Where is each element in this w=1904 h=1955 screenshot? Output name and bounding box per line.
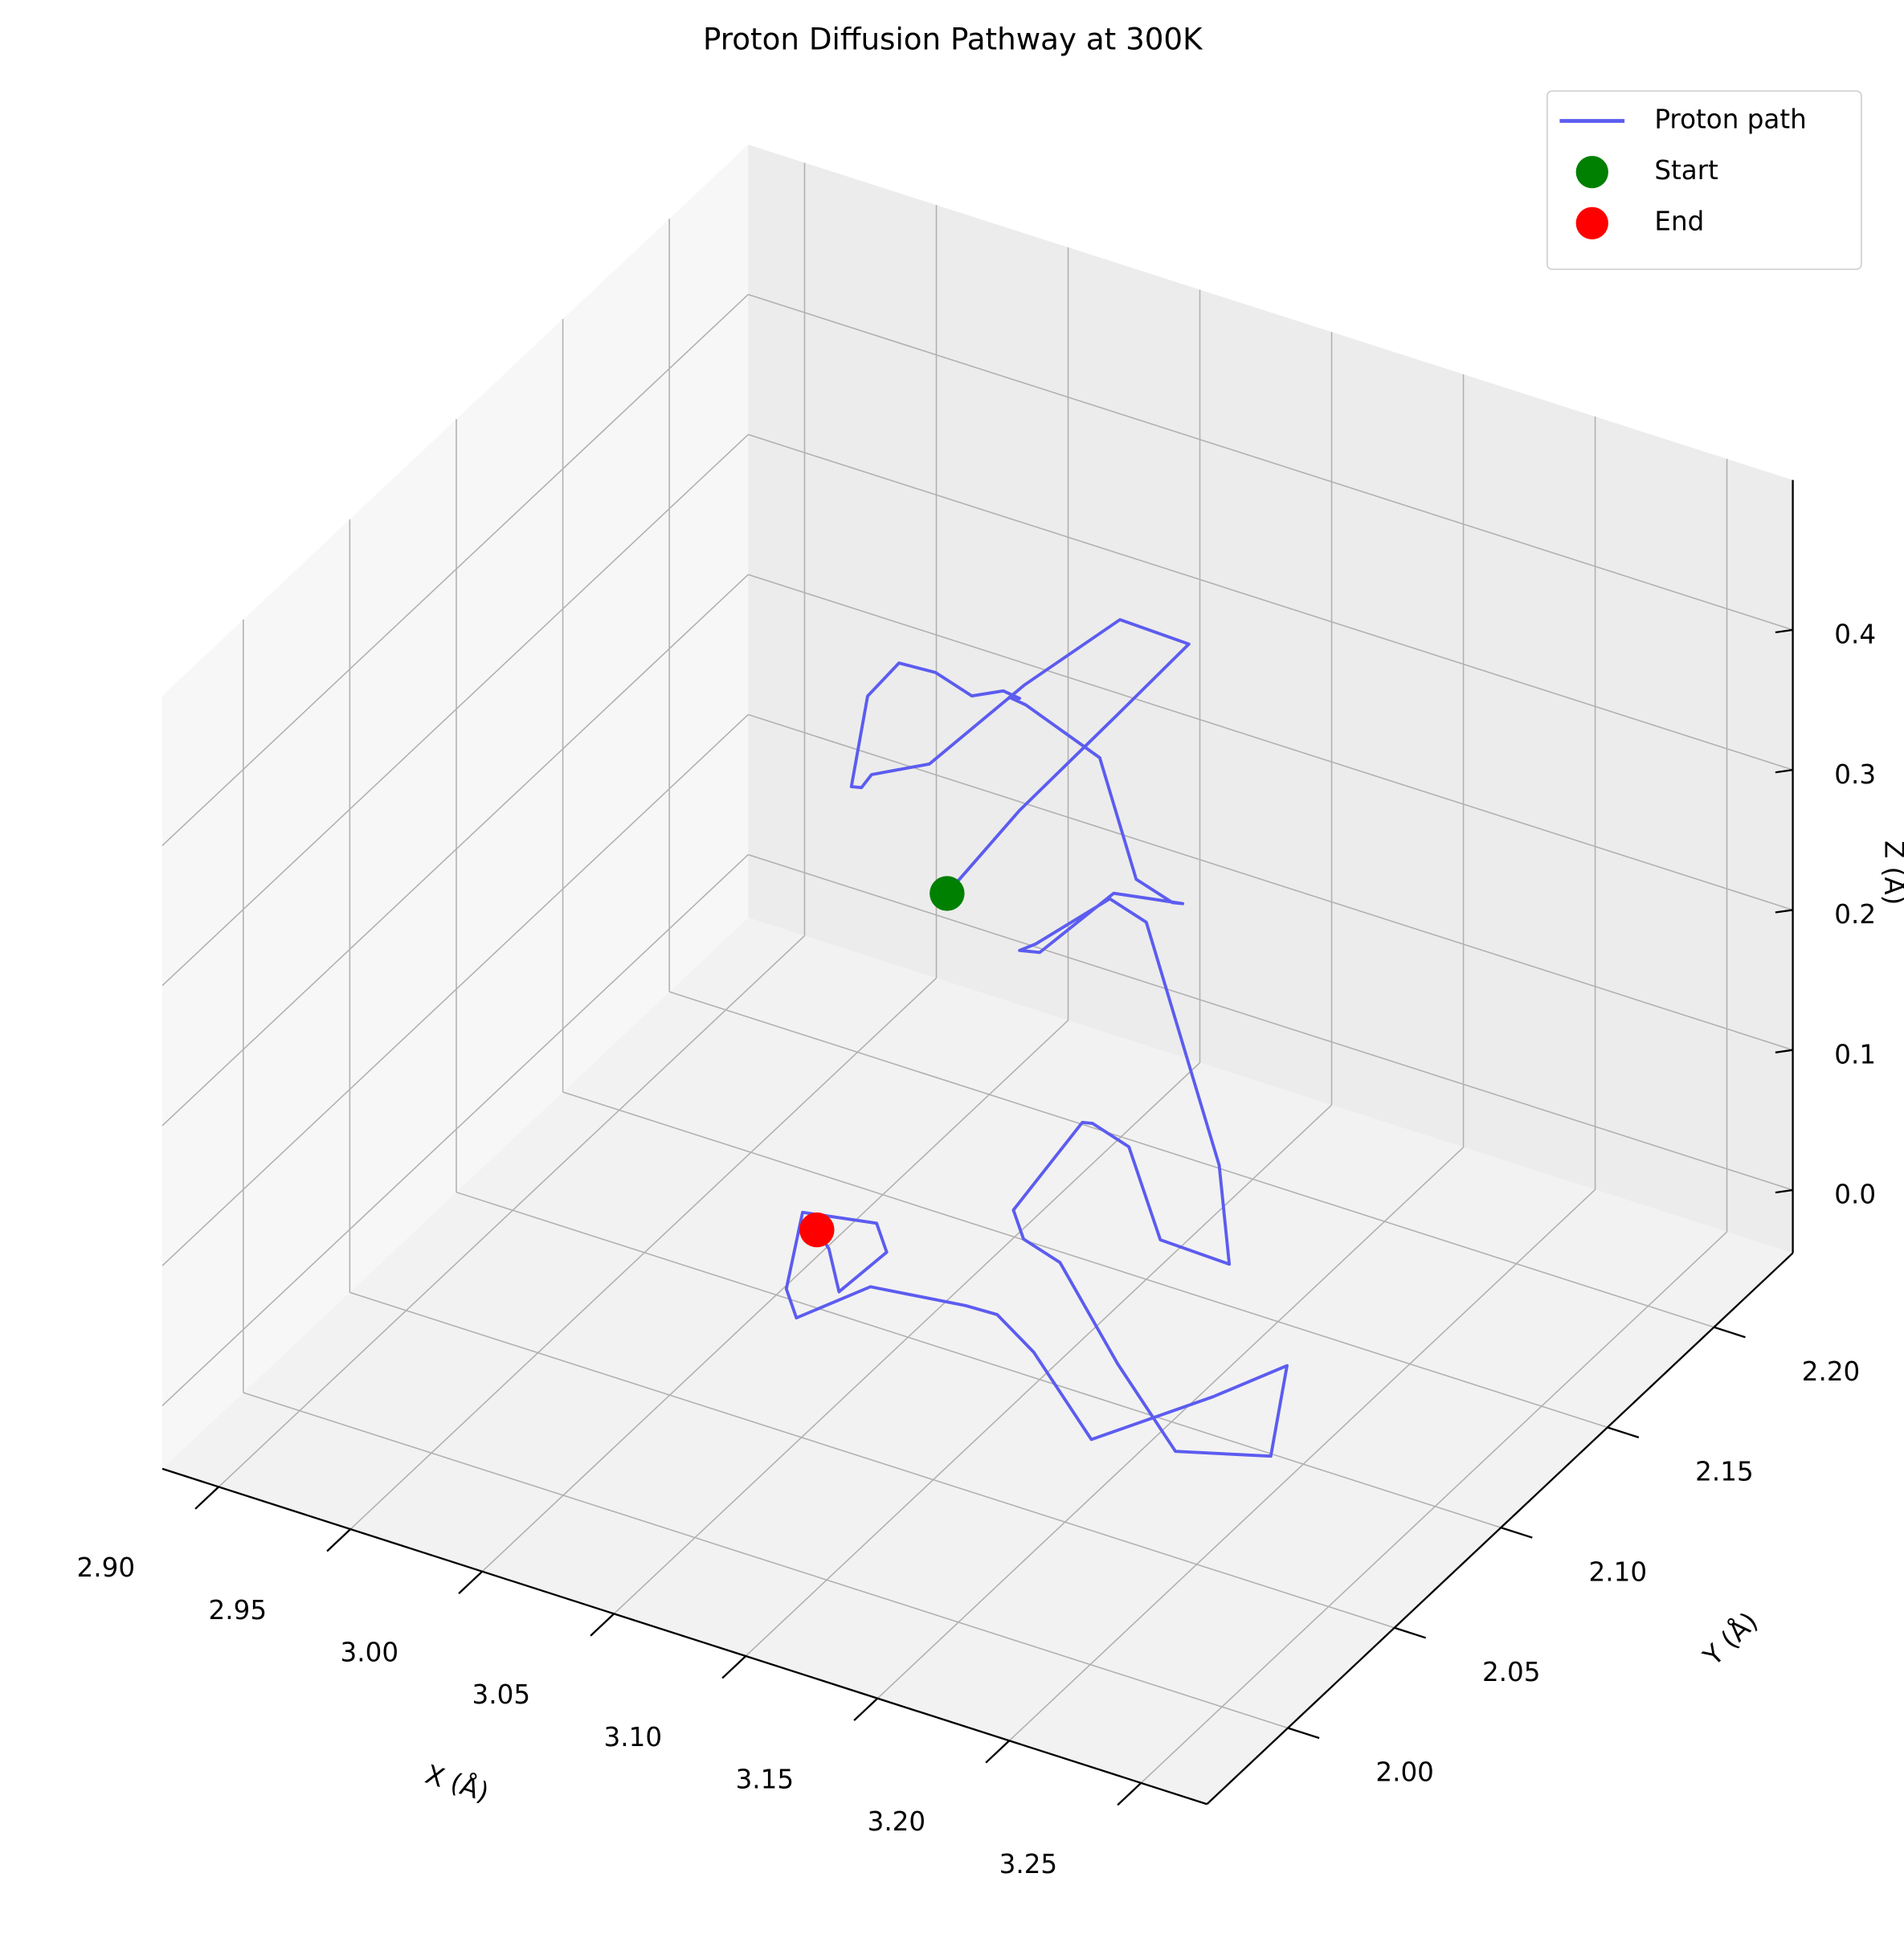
grid-line	[349, 977, 938, 1530]
grid-line	[748, 293, 1793, 631]
path-marker	[930, 876, 965, 911]
grid-line	[748, 714, 1793, 1051]
x-tick-label: 3.05	[472, 1679, 531, 1710]
z-tick-label: 0.0	[1834, 1180, 1876, 1210]
grid-line	[613, 1061, 1201, 1614]
grid-line	[349, 1291, 1395, 1629]
grid-line	[218, 935, 806, 1487]
grid-line	[161, 854, 749, 1406]
axis-line	[161, 1467, 1207, 1806]
grid-line	[161, 293, 749, 846]
x-tick-label: 3.20	[868, 1806, 926, 1837]
z-tick-label: 0.2	[1834, 899, 1876, 930]
grid-line	[1008, 1188, 1596, 1741]
axis-line	[1206, 1252, 1794, 1806]
left-pane	[162, 144, 749, 1469]
y-tick	[1607, 1426, 1640, 1439]
grid-line	[748, 434, 1793, 771]
grid-line	[745, 1104, 1333, 1657]
x-tick	[194, 1486, 220, 1510]
legend-dot	[1575, 155, 1608, 189]
grid-line	[668, 991, 1714, 1328]
x-axis-label: X (Å)	[422, 1759, 492, 1808]
y-axis-label: Y (Å)	[1697, 1606, 1763, 1672]
y-tick-label: 2.05	[1482, 1657, 1541, 1687]
z-tick	[1775, 628, 1793, 634]
legend-label: Start	[1654, 155, 1718, 186]
grid-line	[876, 1147, 1465, 1699]
y-tick	[1500, 1526, 1533, 1539]
x-tick	[853, 1697, 879, 1721]
proton-path	[784, 618, 1289, 1458]
path-marker	[799, 1212, 835, 1248]
grid-line	[161, 434, 749, 987]
floor-pane	[162, 918, 1793, 1805]
z-tick	[1775, 768, 1793, 774]
y-tick	[1714, 1326, 1746, 1339]
grid-line	[481, 1020, 1069, 1573]
z-tick-label: 0.1	[1834, 1039, 1876, 1070]
x-tick-label: 3.15	[736, 1765, 795, 1795]
x-tick	[458, 1570, 484, 1594]
back-pane	[748, 144, 1793, 1254]
z-tick	[1775, 1049, 1793, 1053]
legend-dot	[1575, 207, 1608, 239]
y-tick-label: 2.10	[1589, 1556, 1648, 1587]
grid-line	[748, 574, 1793, 911]
x-tick-label: 3.25	[999, 1849, 1058, 1879]
x-tick-label: 2.95	[209, 1595, 268, 1626]
legend-box	[1546, 90, 1862, 270]
y-tick-label: 2.20	[1802, 1356, 1861, 1387]
x-tick	[721, 1655, 747, 1679]
grid-line	[456, 1191, 1502, 1528]
grid-line	[243, 1392, 1289, 1729]
x-tick-label: 3.00	[341, 1638, 399, 1668]
z-axis-label: Z (Å)	[1879, 840, 1904, 905]
grid-line	[748, 853, 1793, 1191]
z-tick	[1775, 1188, 1793, 1194]
x-tick-label: 2.90	[77, 1552, 136, 1583]
grid-line	[161, 714, 749, 1266]
grid-line	[161, 574, 749, 1127]
y-tick-label: 2.15	[1695, 1457, 1754, 1487]
z-tick-label: 0.4	[1834, 620, 1876, 650]
y-tick-label: 2.00	[1375, 1757, 1434, 1788]
x-tick-label: 3.10	[604, 1722, 663, 1753]
legend: Proton path Start End	[1546, 90, 1862, 270]
y-tick	[1287, 1727, 1320, 1740]
z-tick-label: 0.3	[1834, 759, 1876, 790]
y-tick	[1394, 1626, 1427, 1639]
chart-title: Proton Diffusion Pathway at 300K	[703, 22, 1203, 57]
grid-line	[562, 1091, 1608, 1429]
z-tick	[1775, 909, 1793, 914]
x-tick	[985, 1740, 1011, 1764]
x-tick	[326, 1528, 352, 1552]
grid-line	[1140, 1231, 1728, 1784]
legend-label: End	[1654, 207, 1704, 237]
x-tick	[1117, 1782, 1142, 1806]
legend-label: Proton path	[1654, 104, 1806, 135]
x-tick	[590, 1613, 615, 1637]
